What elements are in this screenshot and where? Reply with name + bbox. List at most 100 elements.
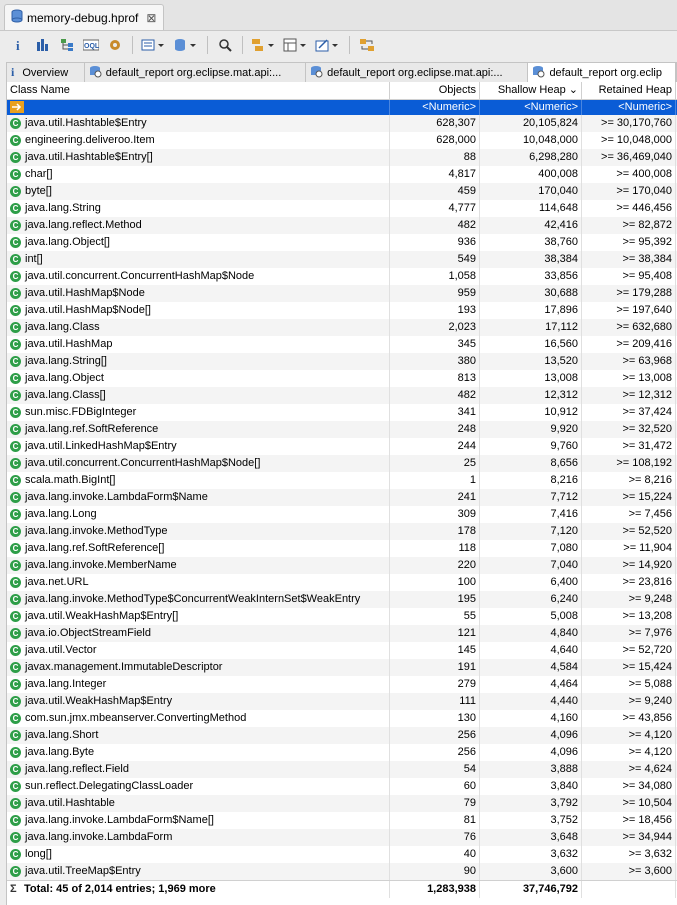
class-icon: C xyxy=(10,134,21,146)
gear-icon[interactable] xyxy=(104,34,126,56)
class-name: java.io.ObjectStreamField xyxy=(25,627,151,639)
class-name: java.lang.Class[] xyxy=(25,389,106,401)
objects-cell: 60 xyxy=(390,778,480,795)
info-icon[interactable]: i xyxy=(8,34,30,56)
class-name: java.lang.Object[] xyxy=(25,236,110,248)
column-header-objects[interactable]: Objects xyxy=(390,82,480,99)
filter-shallow-heap[interactable]: <Numeric> xyxy=(480,100,582,115)
tab-default-report-1[interactable]: default_report org.eclipse.mat.api:... xyxy=(85,63,307,82)
search-icon[interactable] xyxy=(214,34,236,56)
editor-tab-title: memory-debug.hprof xyxy=(27,10,139,25)
retained-heap-cell: >= 209,416 xyxy=(582,336,676,353)
class-icon: C xyxy=(10,746,21,758)
export-dropdown-icon[interactable] xyxy=(313,34,343,56)
shallow-heap-cell: 3,888 xyxy=(480,761,582,778)
calculator-dropdown-icon[interactable] xyxy=(281,34,311,56)
retained-heap-cell: >= 43,856 xyxy=(582,710,676,727)
database-dropdown-icon[interactable] xyxy=(171,34,201,56)
filter-class-name[interactable] xyxy=(7,100,390,115)
class-name: java.lang.reflect.Method xyxy=(25,219,142,231)
class-name: com.sun.jmx.mbeanserver.ConvertingMethod xyxy=(25,712,247,724)
filter-objects[interactable]: <Numeric> xyxy=(390,100,480,115)
tab-overview[interactable]: i Overview xyxy=(7,63,85,82)
class-icon: C xyxy=(10,270,21,282)
tab-default-report-3[interactable]: default_report org.eclip xyxy=(528,63,676,82)
objects-cell: 193 xyxy=(390,302,480,319)
shallow-heap-cell: 4,840 xyxy=(480,625,582,642)
compare-icon[interactable] xyxy=(356,34,378,56)
filter-retained-heap[interactable]: <Numeric> xyxy=(582,100,676,115)
retained-heap-cell: >= 4,624 xyxy=(582,761,676,778)
close-icon[interactable]: ⊠ xyxy=(146,10,157,25)
class-name: java.util.LinkedHashMap$Entry xyxy=(25,440,177,452)
toolbar-separator xyxy=(132,36,133,54)
tab-default-report-2[interactable]: default_report org.eclipse.mat.api:... xyxy=(306,63,529,82)
class-name: java.lang.String xyxy=(25,202,101,214)
oql-icon[interactable]: OQL xyxy=(80,34,102,56)
shallow-heap-cell: 170,040 xyxy=(480,183,582,200)
class-name: long[] xyxy=(25,848,52,860)
dominator-tree-icon[interactable] xyxy=(56,34,78,56)
objects-cell: 1,058 xyxy=(390,268,480,285)
editor-tab-heap-dump[interactable]: memory-debug.hprof ⊠ xyxy=(4,4,164,30)
column-header-class-name[interactable]: Class Name xyxy=(7,82,390,99)
column-header-shallow-heap[interactable]: Shallow Heap ⌄ xyxy=(480,82,582,99)
histogram-icon[interactable] xyxy=(32,34,54,56)
retained-heap-cell: >= 4,120 xyxy=(582,744,676,761)
objects-cell: 79 xyxy=(390,795,480,812)
column-header-retained-heap[interactable]: Retained Heap xyxy=(582,82,676,99)
class-icon: C xyxy=(10,831,21,843)
group-by-dropdown-icon[interactable] xyxy=(249,34,279,56)
reports-dropdown-icon[interactable] xyxy=(139,34,169,56)
retained-heap-cell: >= 95,408 xyxy=(582,268,676,285)
